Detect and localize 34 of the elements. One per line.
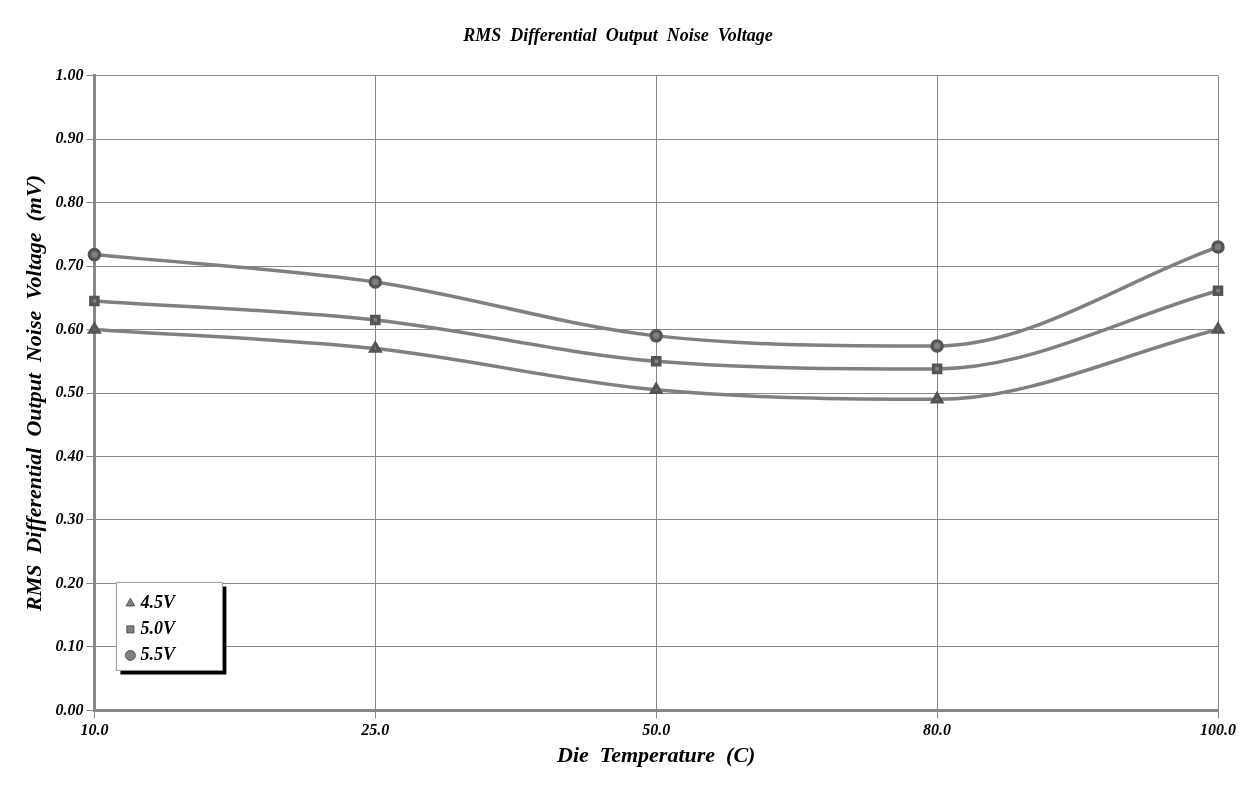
- point: [1212, 285, 1224, 297]
- x-axis-title: Die Temperature (C): [556, 742, 756, 768]
- legend-label: 5.5V: [140, 644, 177, 665]
- legend-label: 4.5V: [139, 592, 177, 613]
- point: [930, 339, 944, 353]
- y-tick-label: 0.20: [55, 573, 84, 591]
- point: [89, 295, 100, 307]
- point: [1211, 322, 1225, 334]
- x-tick-label: 10.0: [80, 721, 109, 739]
- y-tick-label: 0.50: [55, 383, 84, 401]
- y-tick-label: 0.00: [55, 700, 84, 718]
- y-tick-label: 0.70: [55, 256, 84, 274]
- x-tick-label: 50.0: [642, 721, 671, 739]
- point: [369, 341, 382, 353]
- point: [370, 314, 381, 326]
- point: [650, 355, 662, 367]
- x-tick-label: 25.0: [360, 721, 390, 739]
- y-tick-label: 0.30: [55, 510, 84, 528]
- y-tick-label: 1.00: [55, 65, 84, 83]
- point: [87, 247, 102, 262]
- y-tick-label: 0.80: [55, 192, 84, 210]
- y-tick-label: 0.40: [55, 446, 84, 464]
- legend-label: 5.0V: [140, 618, 177, 639]
- point: [649, 329, 663, 343]
- point: [1211, 240, 1225, 254]
- y-tick-label: 0.10: [55, 637, 84, 655]
- x-tick-label: 80.0: [923, 721, 952, 739]
- y-tick-label: 0.60: [55, 319, 84, 337]
- point: [931, 363, 943, 375]
- y-tick-label: 0.90: [55, 129, 84, 147]
- y-axis-title: RMS Differential Output Noise Voltage (mV): [20, 175, 46, 612]
- x-tick-label: 100.0: [1200, 721, 1236, 739]
- point: [368, 275, 383, 289]
- chart-title: RMS Differential Output Noise Voltage: [462, 25, 773, 46]
